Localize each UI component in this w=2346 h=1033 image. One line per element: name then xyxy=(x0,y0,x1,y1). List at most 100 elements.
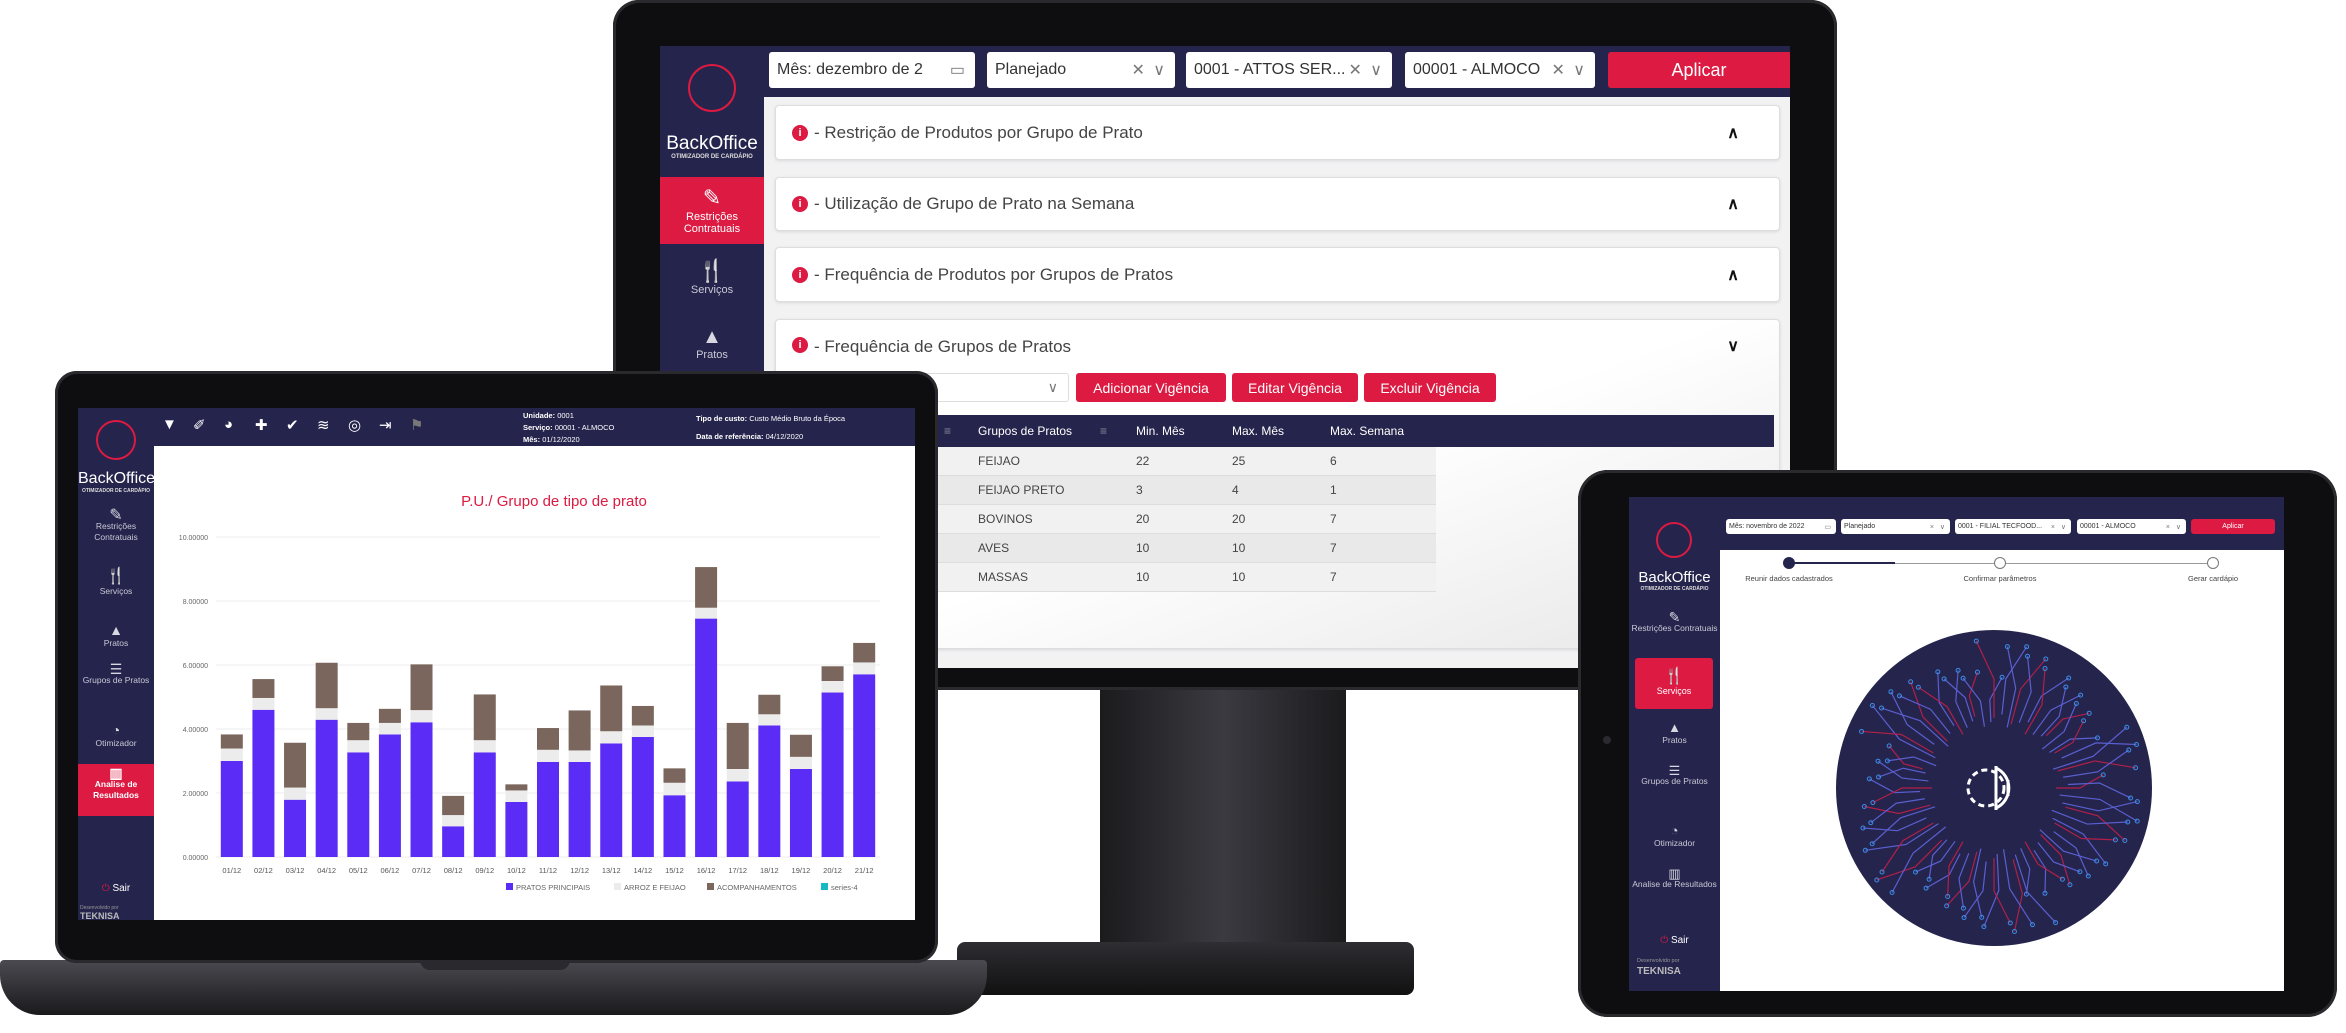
table-row[interactable]: MASSAS 10 10 7 xyxy=(930,563,1436,592)
service-label: Serviço: xyxy=(523,423,553,432)
column-header[interactable]: Max. Semana xyxy=(1330,424,1405,438)
apply-button[interactable]: Aplicar xyxy=(1608,52,1790,88)
logout-button[interactable]: ⏻ Sair xyxy=(78,883,154,894)
contract-edit-icon: ✎ xyxy=(109,507,123,524)
sidebar-item-restricoes[interactable]: ✎ Restrições Contratuais xyxy=(660,177,764,244)
service-select[interactable]: 00001 - ALMOCO ✕ ∨ xyxy=(1405,52,1595,88)
chevron-up-icon[interactable]: ∧ xyxy=(1727,124,1739,142)
filter-icon[interactable]: ▼ xyxy=(162,416,177,433)
section-restricao-produtos[interactable]: i - Restrição de Produtos por Grupo de Pr… xyxy=(775,105,1780,160)
bar-pratos-principais xyxy=(410,722,433,857)
section-title: - Restrição de Produtos por Grupo de Pra… xyxy=(814,122,1143,142)
circuit-node xyxy=(1926,876,1932,882)
unit-select[interactable]: 0001 - ATTOS SER... ✕ ∨ xyxy=(1186,52,1392,88)
chevron-up-icon[interactable]: ∧ xyxy=(1727,266,1739,284)
sidebar-item-pratos[interactable]: ▲ Pratos xyxy=(1629,720,1720,745)
section-utilizacao-grupo[interactable]: i - Utilização de Grupo de Prato na Seman… xyxy=(775,177,1780,231)
sidebar-item-restricoes[interactable]: ✎ Restrições Contratuais xyxy=(1629,610,1720,634)
circuit-disc xyxy=(1836,630,2152,946)
sidebar-item-label: Serviços xyxy=(690,284,734,296)
column-header[interactable]: Grupos de Pratos xyxy=(978,424,1073,438)
month-input[interactable]: Mês: novembro de 2022 ▭ xyxy=(1726,519,1836,534)
bar-arroz-e-feijao xyxy=(442,815,465,827)
service-select[interactable]: 00001 - ALMOCO × ∨ xyxy=(2077,519,2186,534)
check-icon[interactable]: ✔ xyxy=(286,417,299,434)
circuit-node xyxy=(1879,869,1885,875)
brush-icon[interactable]: ✐ xyxy=(193,417,206,434)
bar-pratos-principais xyxy=(284,799,307,857)
chevron-down-icon[interactable]: ∨ xyxy=(1047,379,1060,395)
type-select[interactable]: Planejado ✕ ∨ xyxy=(987,52,1175,88)
unit-select[interactable]: 0001 - FILIAL TECFOOD... × ∨ xyxy=(1955,519,2071,534)
brand-logo-icon xyxy=(1656,522,1692,558)
sidebar-item-restricoes[interactable]: ✎ Restrições Contratuais xyxy=(78,507,154,543)
sidebar-item-pratos[interactable]: ▲ Pratos xyxy=(660,326,764,372)
column-header[interactable]: Max. Mês xyxy=(1232,424,1285,438)
calendar-icon[interactable]: ▭ xyxy=(949,62,967,79)
circuit-trace xyxy=(1910,681,1948,742)
apply-button[interactable]: Aplicar xyxy=(2191,519,2275,534)
bar-arroz-e-feijao xyxy=(600,731,623,744)
sidebar-item-pratos[interactable]: ▲ Pratos xyxy=(78,622,154,648)
circuit-trace xyxy=(2040,686,2067,737)
y-tick-label: 8.00000 xyxy=(183,599,208,606)
circuit-node xyxy=(2128,795,2134,801)
coins-icon[interactable]: ≋ xyxy=(317,417,330,434)
sidebar-item-servicos[interactable]: 🍴 Serviços xyxy=(78,566,154,596)
clear-chevron-icon[interactable]: × ∨ xyxy=(1929,523,1947,531)
clear-chevron-icon[interactable]: ✕ ∨ xyxy=(1348,62,1384,79)
circuit-trace xyxy=(1870,798,1925,824)
clear-chevron-icon[interactable]: ✕ ∨ xyxy=(1551,62,1587,79)
table-cell: 10 xyxy=(1232,570,1246,584)
service-value: 00001 - ALMOCO xyxy=(2080,523,2136,530)
section-frequencia-produtos[interactable]: i - Frequência de Produtos por Grupos de … xyxy=(775,247,1780,302)
table-row[interactable]: BOVINOS 20 20 7 xyxy=(930,505,1436,534)
palette-icon[interactable]: ◕ xyxy=(224,416,234,433)
chevron-down-icon[interactable]: ∨ xyxy=(1727,338,1739,355)
clear-chevron-icon[interactable]: × ∨ xyxy=(2050,523,2068,531)
edit-vigencia-button[interactable]: Editar Vigência xyxy=(1232,373,1358,402)
table-row[interactable]: FEIJAO PRETO 3 4 1 xyxy=(930,476,1436,505)
circuit-node xyxy=(1869,702,1875,708)
legend-swatch xyxy=(506,883,513,890)
delete-vigencia-button[interactable]: Excluir Vigência xyxy=(1364,373,1496,402)
type-select[interactable]: Planejado × ∨ xyxy=(1841,519,1950,534)
column-menu-icon[interactable]: ≡ xyxy=(1100,424,1108,438)
puzzle-icon[interactable]: ✚ xyxy=(255,417,268,434)
step-3-marker[interactable] xyxy=(2207,557,2219,569)
table-row[interactable]: FEIJAO 22 25 6 xyxy=(930,447,1436,476)
clear-chevron-icon[interactable]: ✕ ∨ xyxy=(1131,62,1167,79)
sidebar-item-servicos[interactable]: 🍴 Serviços xyxy=(660,258,764,304)
step-1-marker[interactable] xyxy=(1783,557,1795,569)
sidebar-item-grupos[interactable]: ☰ Grupos de Pratos xyxy=(1629,764,1720,787)
month-input[interactable]: Mês: dezembro de 2 ▭ xyxy=(769,52,975,88)
calendar-icon[interactable]: ▭ xyxy=(1824,523,1833,531)
table-row[interactable]: AVES 10 10 7 xyxy=(930,534,1436,563)
bar-arroz-e-feijao xyxy=(505,790,528,802)
sidebar-item-label: Restrições Contratuais xyxy=(94,521,138,542)
ref-label: Data de referência: xyxy=(696,432,764,441)
sidebar-item-servicos[interactable]: 🍴 Serviços xyxy=(1635,658,1713,709)
step-2-marker[interactable] xyxy=(1994,557,2006,569)
file-export-icon[interactable]: ⇥ xyxy=(379,417,392,434)
sidebar-item-otimizador[interactable]: ◔ Otimizador xyxy=(78,722,154,748)
y-tick-label: 10.00000 xyxy=(179,535,208,542)
logout-button[interactable]: ⏻ Sair xyxy=(1629,935,1720,946)
add-vigencia-button[interactable]: Adicionar Vigência xyxy=(1076,373,1226,402)
flag-icon[interactable]: ⚑ xyxy=(410,417,424,434)
chevron-up-icon[interactable]: ∧ xyxy=(1727,196,1739,213)
sidebar-item-grupos[interactable]: ☰ Grupos de Pratos xyxy=(78,662,154,686)
column-header[interactable]: Min. Mês xyxy=(1136,424,1185,438)
bar-acompanhamentos xyxy=(378,708,401,723)
target-icon[interactable]: ◎ xyxy=(348,417,362,434)
circuit-node xyxy=(2042,890,2048,896)
laptop-header xyxy=(154,408,915,446)
sidebar-item-otimizador[interactable]: ◔ Otimizador xyxy=(1629,823,1720,848)
sidebar-item-analise[interactable]: ▥ Analise de Resultados xyxy=(78,764,154,816)
clear-chevron-icon[interactable]: × ∨ xyxy=(2165,523,2183,531)
sidebar-item-analise[interactable]: ▥ Analise de Resultados xyxy=(1629,867,1720,890)
bar-acompanhamentos xyxy=(821,666,844,681)
column-menu-icon[interactable]: ≡ xyxy=(944,424,952,438)
legend-swatch xyxy=(614,883,621,890)
circuit-node xyxy=(1960,675,1966,681)
